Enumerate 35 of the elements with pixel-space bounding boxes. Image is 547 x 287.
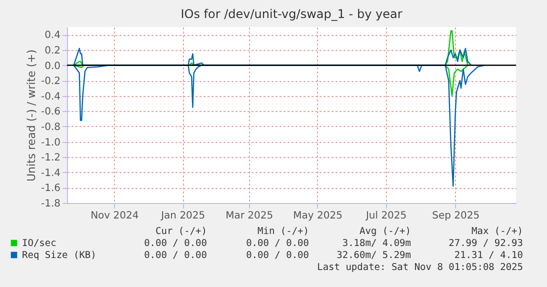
y-tick-label: -0.6	[40, 106, 60, 118]
y-tick-label: -1.0	[40, 137, 60, 148]
chart-title: IOs for /dev/unit-vg/swap_1 - by year	[180, 7, 402, 21]
text: Last update: Sat Nov 8 01:05:08 2025	[317, 262, 523, 273]
x-tick-label: Sep 2025	[432, 210, 480, 222]
text: Cur (-/+)	[156, 226, 207, 237]
text: Min (-/+)	[258, 226, 309, 237]
text: Avg (-/+)	[360, 226, 411, 237]
legend-label: Req Size (KB)	[22, 250, 96, 261]
text: 32.60m/ 5.29m	[336, 250, 412, 261]
text: 0.00 / 0.00	[144, 250, 208, 261]
text: 21.31 / 4.10	[454, 250, 524, 261]
x-tick-label: Jul 2025	[364, 210, 407, 222]
y-tick-label: 0.2	[44, 45, 60, 56]
x-tick-label: May 2025	[293, 210, 342, 222]
y-tick-label: -0.8	[40, 122, 60, 133]
x-tick-label: Nov 2024	[90, 210, 139, 222]
y-tick-label: -1.8	[40, 198, 60, 210]
x-tick-label: Mar 2025	[226, 210, 274, 222]
y-tick-label: -1.4	[40, 168, 60, 179]
y-tick-label: -1.2	[40, 152, 60, 164]
y-tick-label: -1.6	[40, 183, 60, 194]
legend-label: IO/sec	[22, 238, 56, 249]
y-tick-label: -0.4	[40, 91, 60, 102]
text: 27.99 / 92.93	[448, 238, 523, 249]
y-tick-label: 0.0	[44, 60, 60, 72]
text: 0.00 / 0.00	[144, 238, 208, 249]
y-tick-label: -0.2	[40, 76, 60, 88]
text: Max (-/+)	[472, 226, 523, 237]
text: 0.00 / 0.00	[246, 238, 310, 249]
text: 0.00 / 0.00	[246, 250, 310, 261]
x-tick-label: Jan 2025	[160, 210, 206, 222]
text: 3.18m/ 4.09m	[342, 238, 412, 249]
y-tick-label: 0.4	[44, 30, 60, 42]
y-axis-title: Units read (-) / write (+)	[24, 49, 38, 182]
